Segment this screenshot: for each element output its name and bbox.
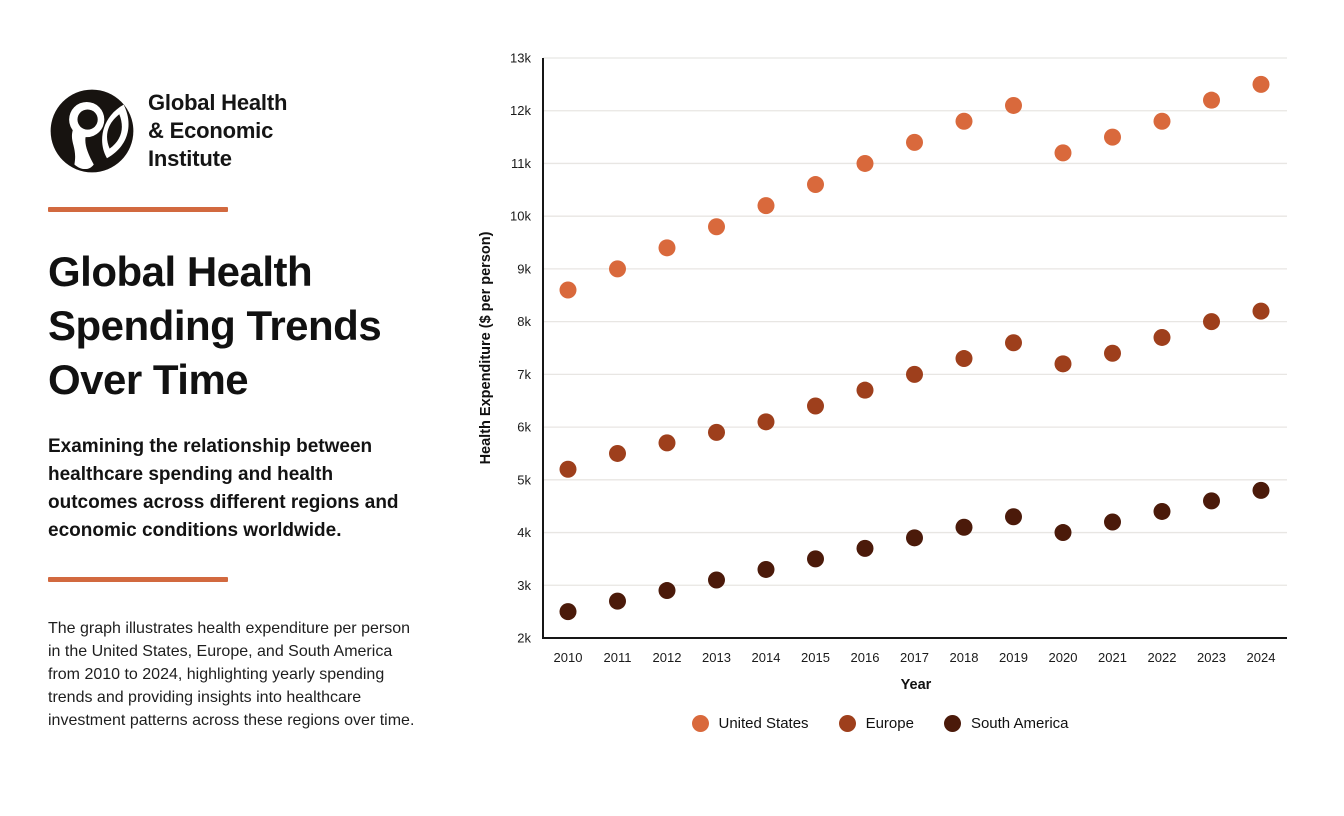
data-point [1203,91,1220,109]
data-point [559,281,577,299]
institute-name: Global Health & Economic Institute [148,90,288,171]
data-point [559,460,577,478]
data-point [856,154,874,172]
accent-divider-bottom [48,577,228,582]
x-tick-label: 2010 [554,650,583,665]
y-tick-label: 7k [517,367,531,382]
data-point [1153,112,1171,130]
y-tick-label: 13k [510,51,531,66]
y-tick-label: 2k [517,631,531,646]
data-point [609,444,626,462]
chart-svg: 2k 3k 4k 5k 6k 7k 8k 9k 10k 11k 12k 13k 2010 2011 2012… [478,51,1287,693]
institute-logo-icon [48,87,136,175]
data-point [856,539,874,557]
data-point [658,434,676,452]
data-point [757,560,775,578]
data-point [1104,128,1121,146]
data-point [658,239,676,257]
legend-item: South America [943,712,1069,734]
legend-dot-icon [691,714,709,732]
data-point [708,218,725,236]
data-point [708,423,725,441]
x-tick-label: 2014 [752,650,781,665]
description-text: The graph illustrates health expenditure… [48,620,415,729]
y-axis-title: Health Expenditure ($ per person) [478,231,494,464]
accent-divider-top [48,207,228,212]
chart-legend: United States Europe South America [464,712,1296,734]
data-point [1153,502,1171,520]
data-point [1252,75,1270,93]
data-point [807,397,824,415]
data-point [1005,96,1022,114]
data-point [807,550,824,568]
scatter-chart: 2k 3k 4k 5k 6k 7k 8k 9k 10k 11k 12k 13k 2010 2011 2012… [464,20,1344,720]
data-point [856,381,874,399]
y-tick-label: 3k [517,578,531,593]
data-point [658,582,676,600]
y-tick-label: 9k [517,261,531,276]
data-point [1054,355,1072,373]
data-point [1203,492,1220,510]
legend-item: Europe [838,712,914,734]
data-point [1054,524,1072,542]
data-point [906,529,923,547]
x-tick-label: 2013 [702,650,731,665]
data-point [1104,344,1121,362]
data-point [609,592,626,610]
data-point [757,413,775,431]
x-tick-label: 2018 [950,650,979,665]
data-point [708,571,725,589]
data-point [1153,328,1171,346]
y-tick-label: 12k [510,103,531,118]
y-tick-label: 5k [517,472,531,487]
brand: Global Health & Economic Institute [48,87,287,175]
x-tick-label: 2024 [1247,650,1276,665]
data-point [1104,513,1121,531]
x-tick-label: 2019 [999,650,1028,665]
x-tick-label: 2021 [1098,650,1127,665]
data-point [955,112,973,130]
data-point [906,365,923,383]
x-tick-label: 2016 [851,650,880,665]
data-point [1005,508,1022,526]
x-tick-label: 2020 [1049,650,1078,665]
data-point [955,518,973,536]
page-title: Global Health Spending Trends Over Time [48,248,382,403]
legend-label: Europe [865,714,914,732]
legend-dot-icon [838,714,856,732]
data-point [906,133,923,151]
x-tick-label: 2023 [1197,650,1226,665]
data-point [559,603,577,621]
legend-label: United States [718,714,809,732]
legend-item: United States [691,712,809,734]
data-point [1203,313,1220,331]
data-point [609,260,626,278]
y-tick-label: 11k [511,156,531,171]
data-point [1054,144,1072,162]
data-point [807,176,824,194]
y-tick-label: 4k [517,525,531,540]
subtitle-text: Examining the relationship between healt… [48,436,399,541]
x-axis-title: Year [901,677,932,693]
x-tick-label: 2011 [604,650,632,665]
data-point [1005,334,1022,352]
y-tick-label: 6k [517,420,531,435]
x-tick-label: 2015 [801,650,830,665]
data-point [1252,302,1270,320]
x-tick-label: 2017 [900,650,929,665]
legend-dot-icon [943,714,961,732]
data-point [757,197,775,215]
y-tick-label: 10k [510,209,531,224]
data-point [1252,481,1270,499]
legend-label: South America [970,714,1069,732]
data-point [955,350,973,368]
y-tick-label: 8k [517,314,531,329]
x-tick-label: 2022 [1148,650,1177,665]
x-tick-label: 2012 [653,650,682,665]
